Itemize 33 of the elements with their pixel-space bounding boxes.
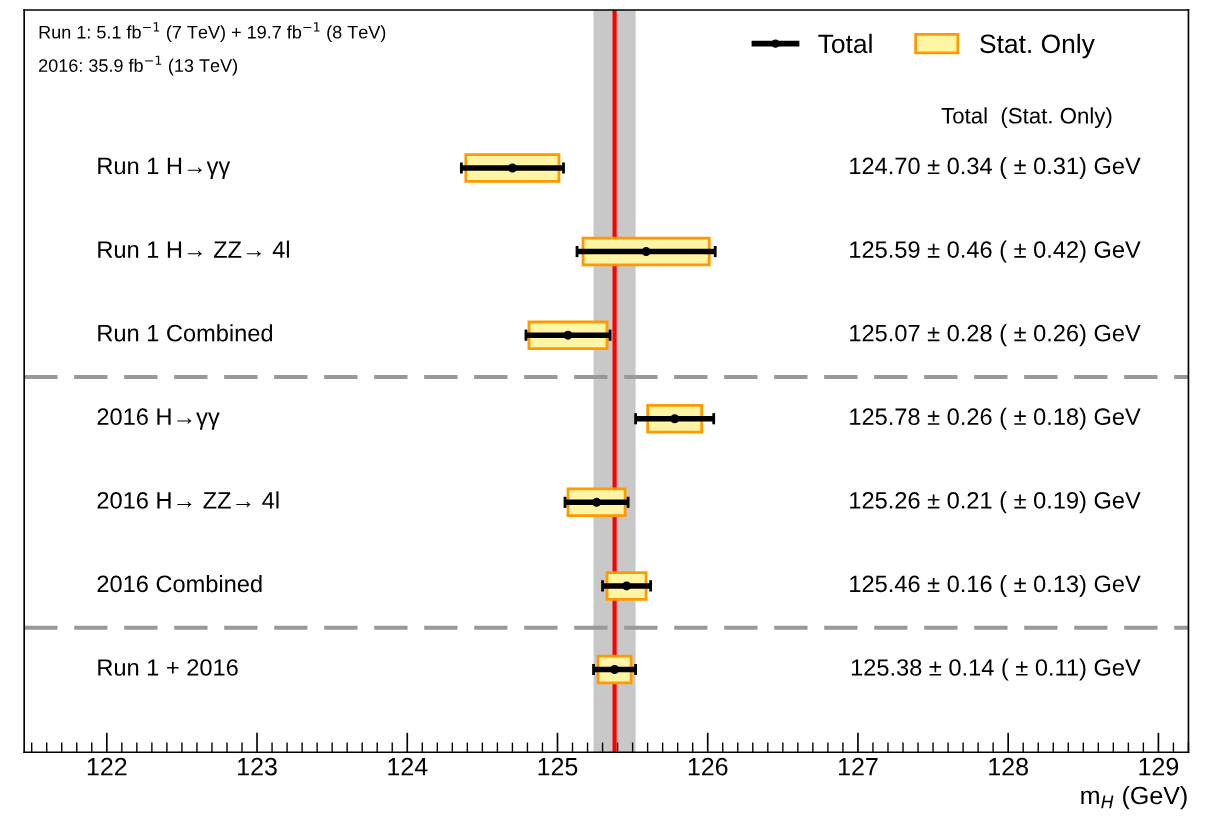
y-tick-label: Run 1 Combined: [98, 324, 273, 342]
y-tick-label: 2016 H→ ZZ→ 4l: [97, 491, 279, 509]
annotation: 125.38 ± 0.14 ( ± 0.11) GeV: [851, 658, 1141, 681]
annotation: 125.59 ± 0.46 ( ± 0.42) GeV: [850, 240, 1141, 263]
annotation: 125.78 ± 0.26 ( ± 0.18) GeV: [850, 407, 1141, 430]
point: [641, 247, 651, 257]
x-tick-label: 127: [839, 757, 878, 776]
x-tick-label: 126: [688, 757, 728, 776]
point: [670, 414, 680, 424]
y-tick-label: Run 1 + 2016: [98, 659, 238, 676]
annotation: 125.46 ± 0.16 ( ± 0.13) GeV: [850, 574, 1141, 597]
x-tick-label: 129: [1139, 757, 1179, 776]
x-axis-title: m$_{H}$ (GeV): [1081, 785, 1187, 810]
x-tick-label: 128: [989, 757, 1028, 776]
annotation: 124.70 ± 0.34 ( ± 0.31) GeV: [850, 156, 1141, 179]
x-tick-label: 123: [238, 757, 277, 776]
annotation: 125.07 ± 0.28 ( ± 0.26) GeV: [850, 324, 1141, 347]
point: [622, 581, 632, 591]
y-tick-label: Run 1 H→ ZZ→ 4l: [98, 240, 289, 258]
y-tick-label: 2016 Combined: [97, 574, 262, 593]
x-tick-label: 125: [538, 757, 578, 776]
legend-label: Stat. Only: [980, 33, 1095, 59]
x-tick-label: 122: [87, 757, 127, 776]
legend-label: Total: [818, 33, 872, 54]
text: Run 1: 5.1 fb$^{−1}$ (7 TeV) + 19.7 fb$^{−1}$ (8 TeV): [39, 22, 386, 43]
point: [563, 330, 573, 340]
point: [507, 163, 517, 173]
annotation: Total (Stat. Only): [941, 107, 1112, 128]
x-tick-label: 124: [388, 757, 428, 776]
y-tick-label: Run 1 H→γγ: [98, 157, 231, 179]
annotation: 125.26 ± 0.21 ( ± 0.19) GeV: [850, 491, 1141, 514]
text: 2016: 35.9 fb$^{−1}$ (13 TeV): [39, 55, 237, 76]
y-tick-label: 2016 H→γγ: [97, 408, 220, 430]
